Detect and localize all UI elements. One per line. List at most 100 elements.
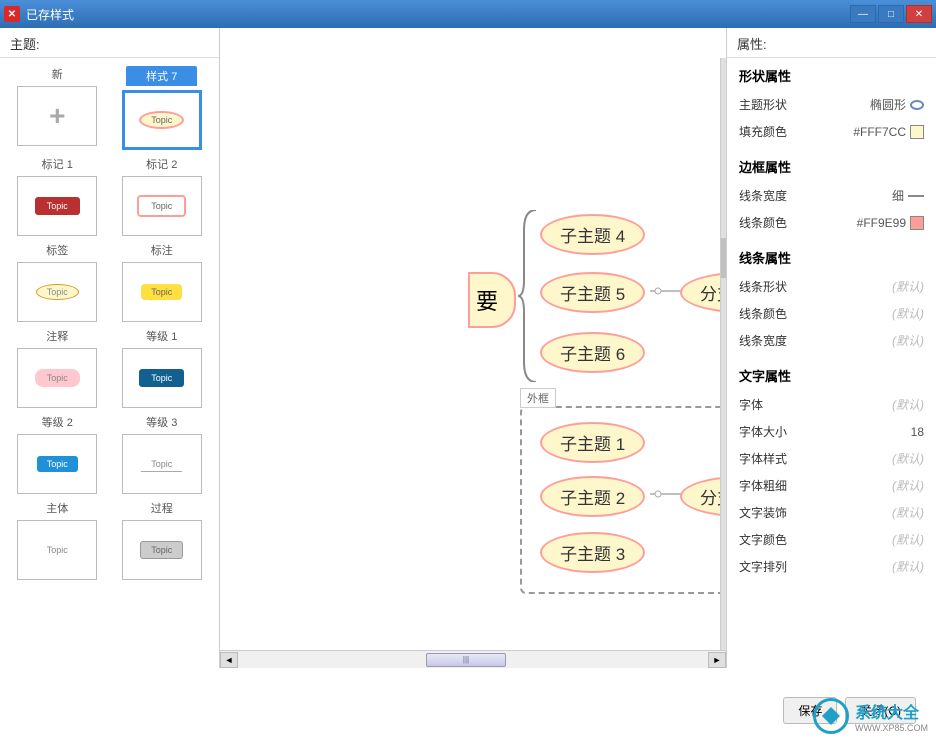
style-thumb-label: 标记 1 <box>42 156 73 172</box>
scroll-left-button[interactable]: ◄ <box>220 652 238 668</box>
prop-row[interactable]: 字体样式 (默认) <box>739 445 924 472</box>
style-thumb-label: 标记 2 <box>146 156 177 172</box>
line-icon <box>908 195 924 197</box>
prop-value: (默认) <box>892 278 924 295</box>
scroll-right-button[interactable]: ► <box>708 652 726 668</box>
style-thumb-preview[interactable]: Topic <box>122 176 202 236</box>
prop-row[interactable]: 填充颜色#FFF7CC <box>739 118 924 145</box>
prop-key: 线条宽度 <box>739 332 787 349</box>
style-thumb-6[interactable]: 注释Topic <box>8 328 107 408</box>
shape-icon <box>910 100 924 110</box>
style-thumb-9[interactable]: 等级 3Topic <box>113 414 212 494</box>
prop-section-title: 线条属性 <box>739 248 924 267</box>
canvas[interactable]: 要 子主题 4 子主题 5 子主题 6 外框 子主题 1 子主题 2 子主题 3… <box>220 28 726 668</box>
node-sub1[interactable]: 子主题 1 <box>540 422 645 463</box>
style-thumb-preview[interactable]: Topic <box>17 262 97 322</box>
prop-row[interactable]: 线条宽度 细 <box>739 182 924 209</box>
content-area: 主题: 新+样式 7Topic标记 1Topic标记 2Topic标签Topic… <box>0 28 936 668</box>
style-thumb-preview[interactable]: Topic <box>122 90 202 150</box>
prop-value: (默认) <box>892 450 924 467</box>
style-thumb-label: 等级 2 <box>42 414 73 430</box>
boundary-label: 外框 <box>520 388 556 408</box>
prop-key: 字体粗细 <box>739 477 787 494</box>
prop-key: 字体 <box>739 396 763 413</box>
prop-row[interactable]: 线条形状(默认) <box>739 273 924 300</box>
prop-section: 文字属性字体(默认)字体大小18字体样式(默认)字体粗细(默认)文字装饰(默认)… <box>727 358 936 584</box>
prop-section-title: 文字属性 <box>739 366 924 385</box>
style-thumb-preview[interactable]: Topic <box>122 348 202 408</box>
splitter-handle[interactable] <box>721 238 726 278</box>
node-sub3[interactable]: 子主题 3 <box>540 532 645 573</box>
titlebar: ✕ 已存样式 — □ ✕ <box>0 0 936 28</box>
prop-key: 文字排列 <box>739 558 787 575</box>
horizontal-scrollbar[interactable]: ◄ ||| ► <box>220 650 726 668</box>
prop-key: 线条宽度 <box>739 187 787 204</box>
prop-section: 形状属性主题形状椭圆形填充颜色#FFF7CC <box>727 58 936 149</box>
style-thumb-preview[interactable]: Topic <box>17 176 97 236</box>
close-button[interactable]: ✕ <box>906 5 932 23</box>
scroll-track[interactable]: ||| <box>238 652 708 668</box>
style-thumb-3[interactable]: 标记 2 Topic <box>113 156 212 236</box>
prop-row[interactable]: 主题形状 椭圆形 <box>739 91 924 118</box>
prop-value: #FFF7CC <box>853 125 924 139</box>
watermark-text: 系统大全 WWW.XP85.COM <box>855 699 928 733</box>
style-thumb-1[interactable]: 样式 7 Topic <box>113 66 212 150</box>
prop-key: 文字装饰 <box>739 504 787 521</box>
topic-chip: Topic <box>141 284 182 300</box>
footer: 保存 关闭(C) 系统大全 WWW.XP85.COM <box>0 680 936 740</box>
style-thumb-7[interactable]: 等级 1Topic <box>113 328 212 408</box>
topic-chip: Topic <box>141 457 182 472</box>
maximize-button[interactable]: □ <box>878 5 904 23</box>
prop-row[interactable]: 文字颜色(默认) <box>739 526 924 553</box>
scroll-thumb[interactable]: ||| <box>426 653 506 667</box>
node-main[interactable]: 要 <box>468 272 516 328</box>
node-sub4[interactable]: 子主题 4 <box>540 214 645 255</box>
style-thumb-preview[interactable]: Topic <box>122 434 202 494</box>
prop-row[interactable]: 字体(默认) <box>739 391 924 418</box>
prop-row[interactable]: 文字装饰(默认) <box>739 499 924 526</box>
style-thumb-10[interactable]: 主体Topic <box>8 500 107 580</box>
prop-row[interactable]: 字体大小18 <box>739 418 924 445</box>
topic-chip: Topic <box>35 369 80 387</box>
style-thumb-preview[interactable]: Topic <box>17 520 97 580</box>
prop-key: 线条颜色 <box>739 214 787 231</box>
style-thumb-2[interactable]: 标记 1 Topic <box>8 156 107 236</box>
prop-value: (默认) <box>892 531 924 548</box>
prop-row[interactable]: 字体粗细(默认) <box>739 472 924 499</box>
window-controls: — □ ✕ <box>850 5 932 23</box>
prop-section: 边框属性线条宽度细线条颜色#FF9E99 <box>727 149 936 240</box>
prop-value: 椭圆形 <box>870 96 924 113</box>
style-thumb-preview[interactable]: Topic <box>17 434 97 494</box>
prop-value: 细 <box>892 187 924 204</box>
prop-row[interactable]: 线条宽度(默认) <box>739 327 924 354</box>
node-sub6[interactable]: 子主题 6 <box>540 332 645 373</box>
style-thumb-11[interactable]: 过程Topic <box>113 500 212 580</box>
app-icon: ✕ <box>4 6 20 22</box>
topic-chip: Topic <box>37 456 78 472</box>
style-thumb-preview[interactable]: + <box>17 86 97 146</box>
style-thumb-label: 新 <box>52 66 63 82</box>
style-thumb-5[interactable]: 标注Topic <box>113 242 212 322</box>
prop-value: (默认) <box>892 305 924 322</box>
style-thumb-preview[interactable]: Topic <box>17 348 97 408</box>
style-thumb-label: 样式 7 <box>126 66 197 86</box>
prop-row[interactable]: 文字排列(默认) <box>739 553 924 580</box>
style-thumb-0[interactable]: 新+ <box>8 66 107 150</box>
style-thumb-preview[interactable]: Topic <box>122 520 202 580</box>
style-thumb-preview[interactable]: Topic <box>122 262 202 322</box>
prop-row[interactable]: 线条颜色(默认) <box>739 300 924 327</box>
minimize-button[interactable]: — <box>850 5 876 23</box>
node-sub2[interactable]: 子主题 2 <box>540 476 645 517</box>
node-sub5[interactable]: 子主题 5 <box>540 272 645 313</box>
prop-key: 主题形状 <box>739 96 787 113</box>
prop-key: 字体样式 <box>739 450 787 467</box>
properties-header: 属性: <box>727 28 936 58</box>
style-thumb-4[interactable]: 标签 Topic <box>8 242 107 322</box>
vertical-splitter[interactable] <box>720 58 726 658</box>
topic-chip: Topic <box>137 195 186 217</box>
style-thumb-label: 标签 <box>46 242 68 258</box>
app-window: ✕ 已存样式 — □ ✕ 主题: 新+样式 7Topic标记 1Topic标记 … <box>0 0 936 740</box>
prop-row[interactable]: 线条颜色#FF9E99 <box>739 209 924 236</box>
watermark-en: WWW.XP85.COM <box>855 723 928 733</box>
style-thumb-8[interactable]: 等级 2 Topic <box>8 414 107 494</box>
